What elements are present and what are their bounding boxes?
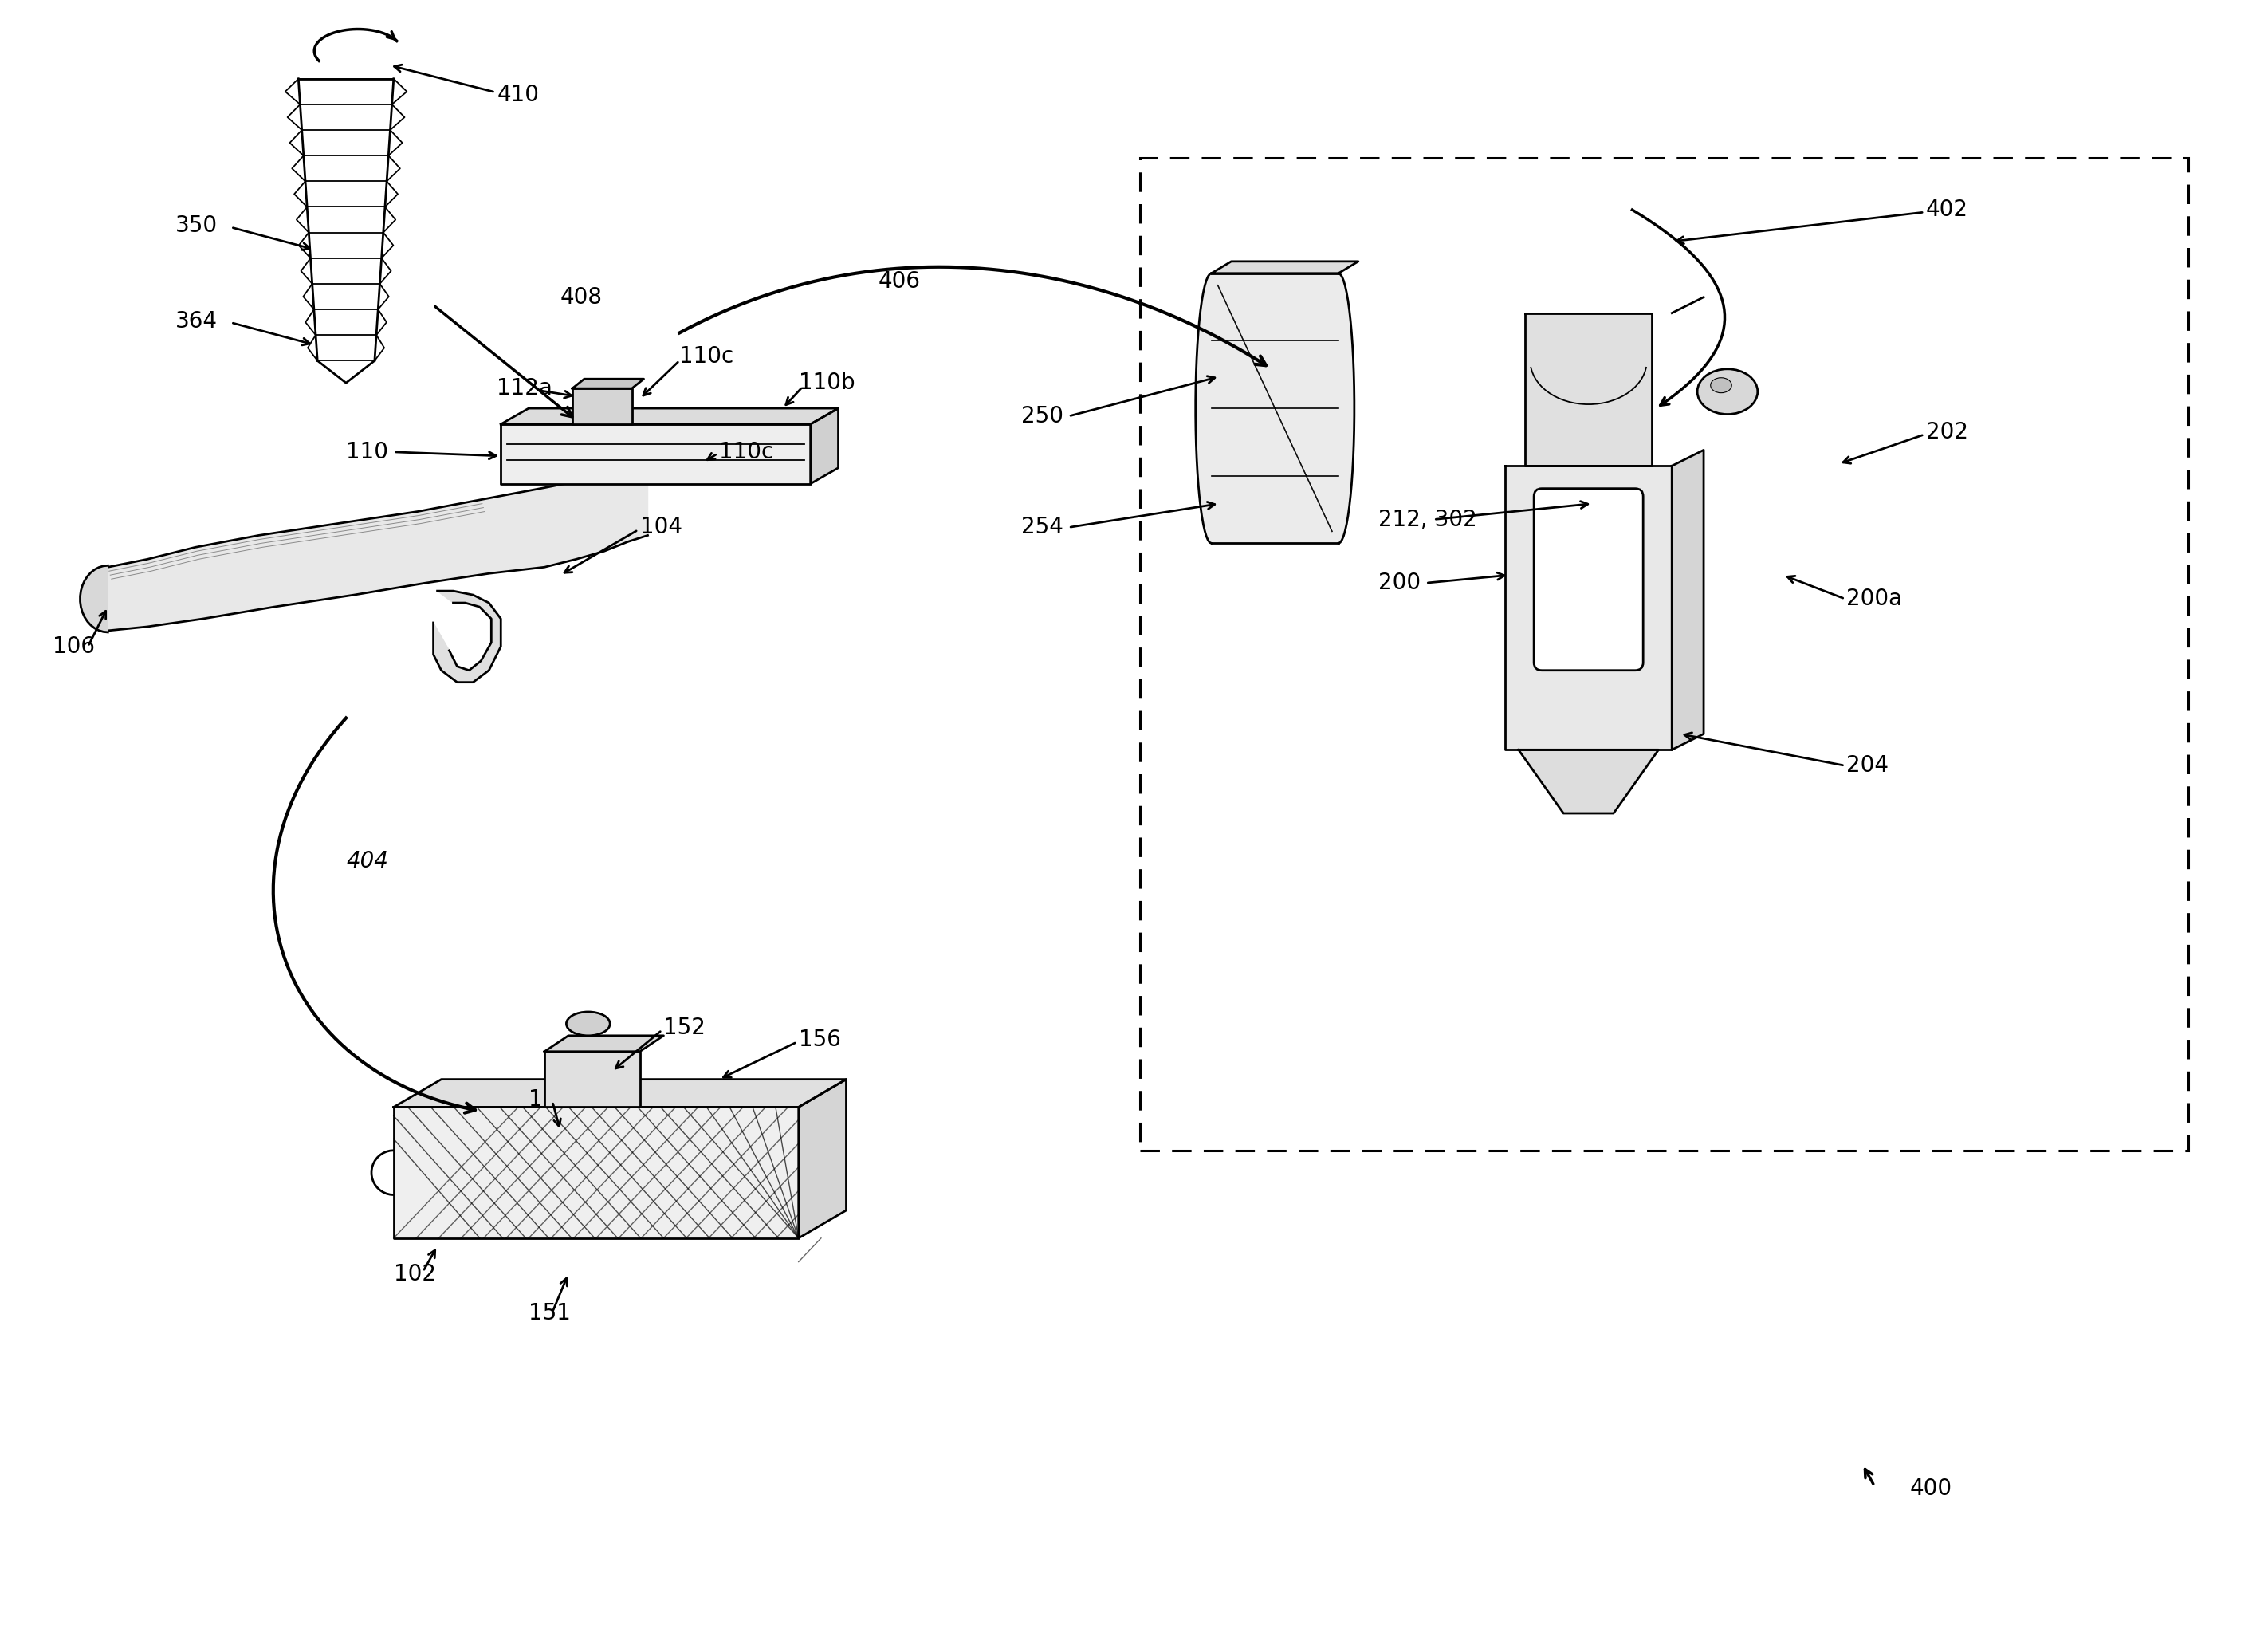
Polygon shape xyxy=(395,1079,846,1107)
Polygon shape xyxy=(1524,314,1651,466)
Text: 106: 106 xyxy=(52,635,95,658)
Polygon shape xyxy=(1211,262,1359,273)
Text: 250: 250 xyxy=(1021,405,1064,427)
Text: 110c: 110c xyxy=(680,346,735,367)
Text: 110b: 110b xyxy=(798,372,855,393)
Text: 202: 202 xyxy=(1926,421,1969,444)
Text: 408: 408 xyxy=(560,286,603,309)
Text: 254: 254 xyxy=(1021,517,1064,538)
Polygon shape xyxy=(395,1107,798,1238)
Polygon shape xyxy=(79,566,109,632)
FancyBboxPatch shape xyxy=(1533,489,1642,671)
Text: 364: 364 xyxy=(175,310,218,332)
Text: 102: 102 xyxy=(395,1263,435,1285)
Polygon shape xyxy=(544,1051,640,1107)
Text: 406: 406 xyxy=(878,270,921,292)
Text: 152: 152 xyxy=(665,1017,705,1038)
Text: 156: 156 xyxy=(798,1029,841,1051)
Text: 350: 350 xyxy=(175,215,218,237)
Bar xyxy=(1141,158,2189,1150)
Polygon shape xyxy=(1195,273,1354,543)
Text: 200: 200 xyxy=(1379,572,1420,595)
Polygon shape xyxy=(810,408,839,484)
Text: 212, 302: 212, 302 xyxy=(1379,509,1476,531)
Ellipse shape xyxy=(1696,369,1758,414)
Ellipse shape xyxy=(567,1012,610,1035)
Ellipse shape xyxy=(1710,377,1733,393)
Text: 204: 204 xyxy=(1846,754,1889,777)
Text: 402: 402 xyxy=(1926,198,1969,221)
Text: 200a: 200a xyxy=(1846,588,1903,609)
Polygon shape xyxy=(433,592,501,682)
Text: 410: 410 xyxy=(497,83,540,106)
Polygon shape xyxy=(1506,466,1672,749)
Polygon shape xyxy=(1520,749,1658,812)
Text: 151: 151 xyxy=(528,1302,572,1324)
Text: 154: 154 xyxy=(528,1089,572,1110)
Text: 110c: 110c xyxy=(719,440,773,463)
Polygon shape xyxy=(501,424,810,484)
Polygon shape xyxy=(1672,450,1703,749)
Text: 112a: 112a xyxy=(497,377,553,400)
Text: 404: 404 xyxy=(347,850,388,873)
Text: 104: 104 xyxy=(640,517,683,538)
Text: 400: 400 xyxy=(1910,1477,1953,1500)
Polygon shape xyxy=(109,471,649,630)
Polygon shape xyxy=(544,1035,665,1051)
Polygon shape xyxy=(798,1079,846,1238)
Polygon shape xyxy=(572,379,644,388)
Polygon shape xyxy=(501,408,839,424)
Text: 110: 110 xyxy=(347,440,388,463)
Polygon shape xyxy=(572,388,633,424)
